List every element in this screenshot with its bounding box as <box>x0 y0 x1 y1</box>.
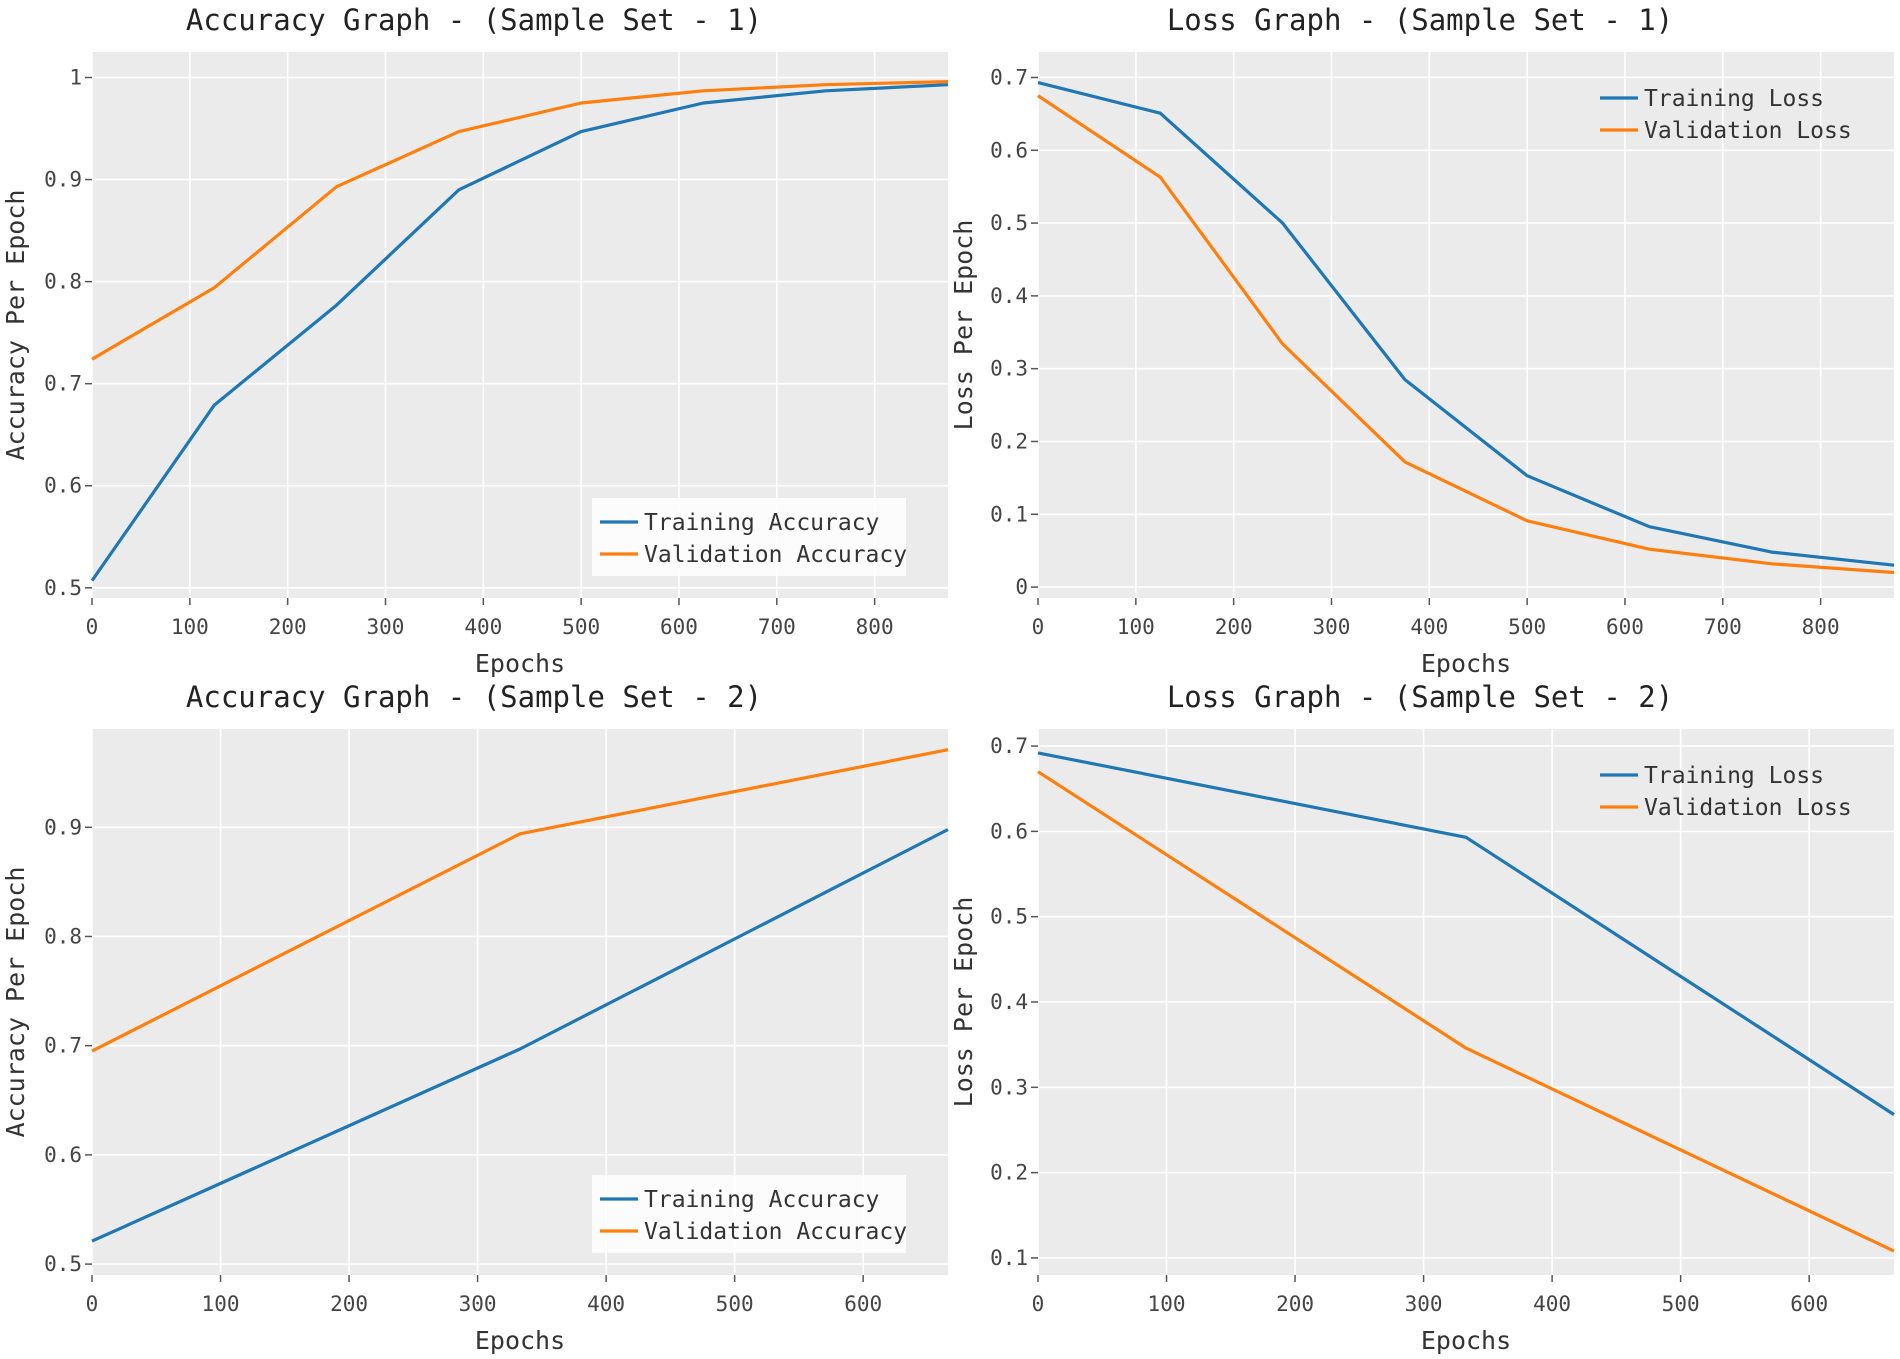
x-axis-label: Epochs <box>475 1326 565 1355</box>
y-tick-label: 0.1 <box>990 502 1028 526</box>
x-tick-label: 300 <box>459 1292 497 1316</box>
x-tick-label: 500 <box>716 1292 754 1316</box>
y-tick-label: 0.1 <box>990 1246 1028 1270</box>
x-tick-label: 200 <box>269 615 307 639</box>
x-tick-label: 400 <box>1533 1292 1571 1316</box>
chart-title: Accuracy Graph - (Sample Set - 1) <box>186 3 762 37</box>
y-tick-label: 0.6 <box>990 819 1028 843</box>
chart-panel-2: 0 100 200 300 400 500 600 700 800 0 0.1 0.2 0.3 0.4 0.… <box>949 3 1895 678</box>
legend-box <box>592 1175 906 1253</box>
series-line-training-loss <box>1037 751 1895 1116</box>
x-axis-label: Epochs <box>475 649 565 678</box>
y-tick-label: 0.9 <box>44 815 82 839</box>
series-line-validation-accuracy <box>91 748 949 1053</box>
legend: Training Loss Validation Loss <box>1600 86 1852 144</box>
y-tick-label: 0.8 <box>44 270 82 294</box>
x-tick-label: 0 <box>1032 1292 1045 1316</box>
y-tick-label: 0.6 <box>44 474 82 498</box>
x-tick-label: 400 <box>1410 615 1448 639</box>
x-tick-label: 200 <box>1215 615 1253 639</box>
x-tick-label: 600 <box>1790 1292 1828 1316</box>
x-tick-label: 100 <box>202 1292 240 1316</box>
chart-panel-1: 0 100 200 300 400 500 600 700 800 0.5 0.6 0.7 0.8 0.9… <box>1 3 949 678</box>
series-line-validation-loss <box>1037 770 1895 1253</box>
legend-entry: Validation Accuracy <box>644 542 907 568</box>
y-tick-label: 0.7 <box>990 734 1028 758</box>
x-tick-label: 400 <box>464 615 502 639</box>
y-tick-label: 0.2 <box>990 1161 1028 1185</box>
legend-entry: Training Accuracy <box>644 510 879 536</box>
x-axis-label: Epochs <box>1421 649 1511 678</box>
series-line-validation-accuracy <box>91 80 949 361</box>
y-tick-label: 0.3 <box>990 357 1028 381</box>
y-tick-label: 0.4 <box>990 284 1028 308</box>
chart-title: Loss Graph - (Sample Set - 1) <box>1167 3 1673 37</box>
legend-entry: Training Accuracy <box>644 1187 879 1213</box>
chart-panel-4: 0 100 200 300 400 500 600 0.1 0.2 0.3 0.4 0.5 0.6 0.7… <box>949 680 1895 1355</box>
x-tick-label: 600 <box>1606 615 1644 639</box>
x-tick-label: 100 <box>1117 615 1155 639</box>
x-tick-label: 700 <box>758 615 796 639</box>
y-tick-label: 0.8 <box>44 924 82 948</box>
x-tick-label: 500 <box>562 615 600 639</box>
series-line-training-accuracy <box>90 83 949 582</box>
chart-title: Accuracy Graph - (Sample Set - 2) <box>186 680 762 714</box>
plot-area <box>1038 52 1894 598</box>
x-tick-label: 600 <box>844 1292 882 1316</box>
x-tick-label: 500 <box>1508 615 1546 639</box>
x-tick-label: 300 <box>1313 615 1351 639</box>
legend-entry: Validation Loss <box>1644 795 1852 821</box>
series-line-training-accuracy <box>91 828 949 1243</box>
x-tick-label: 200 <box>1276 1292 1314 1316</box>
x-tick-label: 0 <box>1032 615 1045 639</box>
series-line-training-loss <box>1037 81 1895 567</box>
y-tick-label: 1 <box>69 66 82 90</box>
y-axis-label: Loss Per Epoch <box>949 897 978 1108</box>
y-tick-label: 0.5 <box>990 211 1028 235</box>
y-tick-label: 0 <box>1015 575 1028 599</box>
y-axis-label: Accuracy Per Epoch <box>1 190 30 461</box>
y-tick-label: 0.9 <box>44 168 82 192</box>
legend-entry: Training Loss <box>1644 763 1824 789</box>
x-tick-label: 300 <box>1405 1292 1443 1316</box>
x-tick-label: 600 <box>660 615 698 639</box>
x-tick-label: 300 <box>367 615 405 639</box>
y-tick-label: 0.5 <box>44 576 82 600</box>
x-axis-label: Epochs <box>1421 1326 1511 1355</box>
y-tick-label: 0.6 <box>44 1143 82 1167</box>
x-tick-label: 0 <box>86 615 99 639</box>
legend: Training Accuracy Validation Accuracy <box>592 498 907 576</box>
y-tick-label: 0.7 <box>990 65 1028 89</box>
x-tick-label: 800 <box>1802 615 1840 639</box>
x-tick-label: 700 <box>1704 615 1742 639</box>
chart-title: Loss Graph - (Sample Set - 2) <box>1167 680 1673 714</box>
series-line-validation-loss <box>1037 94 1895 575</box>
y-tick-label: 0.7 <box>44 1034 82 1058</box>
y-axis-label: Loss Per Epoch <box>949 220 978 431</box>
legend: Training Loss Validation Loss <box>1600 763 1852 821</box>
legend-entry: Validation Loss <box>1644 118 1852 144</box>
legend: Training Accuracy Validation Accuracy <box>592 1175 907 1253</box>
x-tick-label: 100 <box>1148 1292 1186 1316</box>
legend-entry: Training Loss <box>1644 86 1824 112</box>
x-tick-label: 400 <box>587 1292 625 1316</box>
x-tick-label: 200 <box>330 1292 368 1316</box>
x-tick-label: 500 <box>1662 1292 1700 1316</box>
y-tick-label: 0.3 <box>990 1075 1028 1099</box>
y-tick-label: 0.5 <box>44 1252 82 1276</box>
legend-box <box>592 498 906 576</box>
y-axis-label: Accuracy Per Epoch <box>1 867 30 1138</box>
x-tick-label: 800 <box>856 615 894 639</box>
y-tick-label: 0.2 <box>990 429 1028 453</box>
x-tick-label: 0 <box>86 1292 99 1316</box>
y-tick-label: 0.7 <box>44 372 82 396</box>
y-tick-label: 0.5 <box>990 905 1028 929</box>
legend-entry: Validation Accuracy <box>644 1219 907 1245</box>
y-tick-label: 0.4 <box>990 990 1028 1014</box>
y-tick-label: 0.6 <box>990 138 1028 162</box>
chart-panel-3: 0 100 200 300 400 500 600 0.5 0.6 0.7 0.8 0.9 Accura… <box>1 680 949 1355</box>
x-tick-label: 100 <box>171 615 209 639</box>
